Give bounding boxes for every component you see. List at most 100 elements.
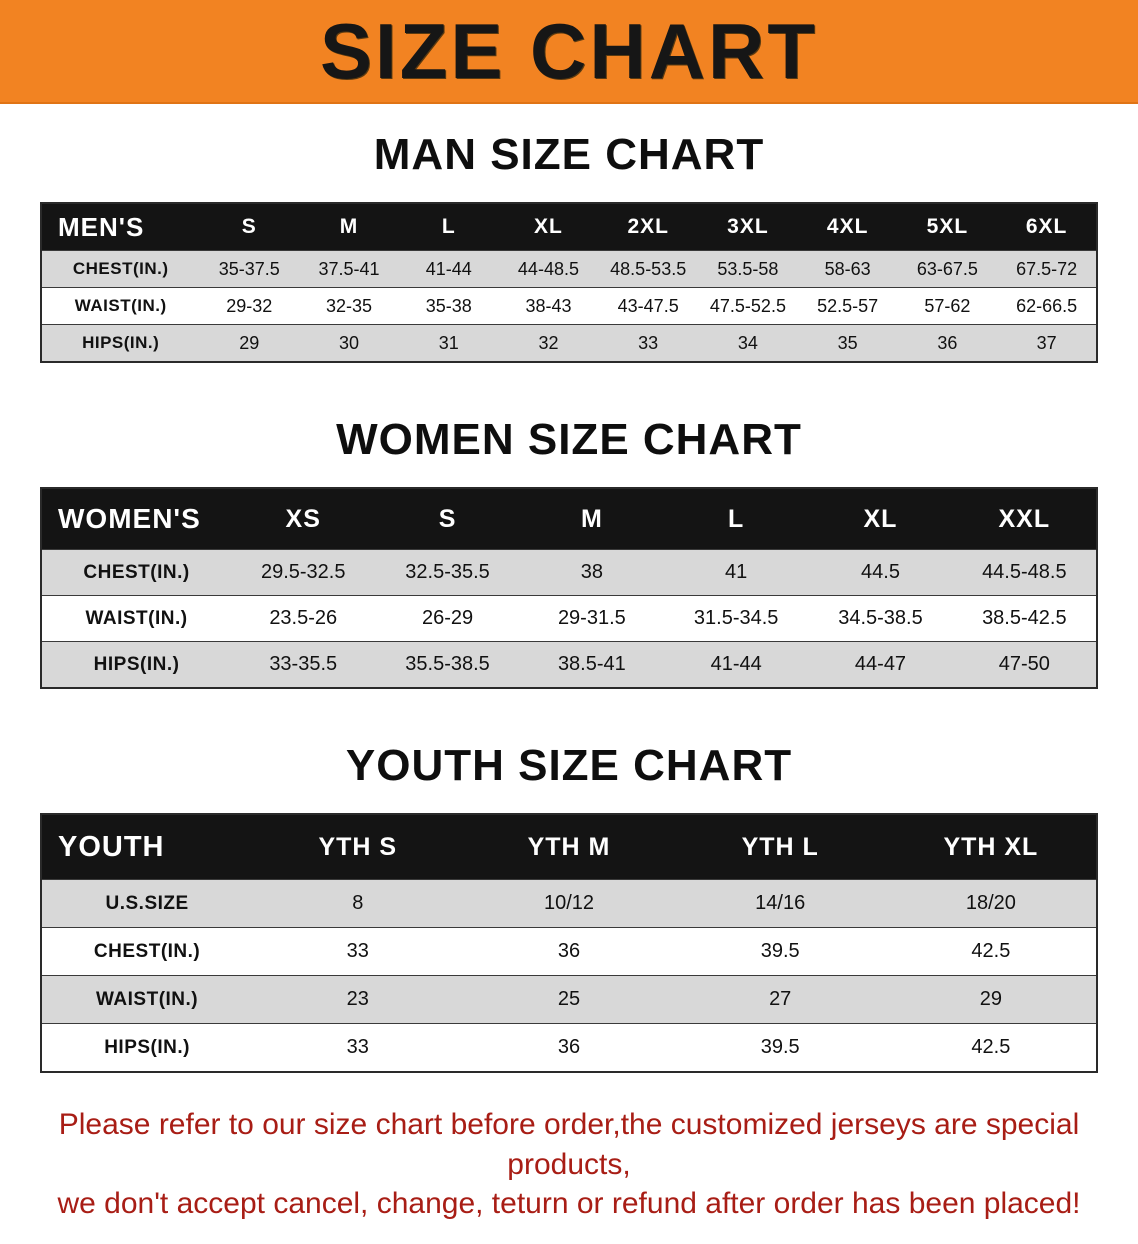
size-column-header: S xyxy=(199,203,300,251)
row-label: WAIST(IN.) xyxy=(41,975,253,1024)
table-title-cell: YOUTH xyxy=(41,814,253,880)
row-label: CHEST(IN.) xyxy=(41,250,200,288)
size-value-cell: 36 xyxy=(897,324,998,362)
table-row: CHEST(IN.) 33 36 39.5 42.5 xyxy=(41,927,1097,976)
banner: SIZE CHART xyxy=(0,0,1138,104)
table-title-cell: MEN'S xyxy=(41,203,200,251)
footer-note: Please refer to our size chart before or… xyxy=(10,1105,1128,1224)
table-row: U.S.SIZE 8 10/12 14/16 18/20 xyxy=(41,879,1097,928)
page-title: SIZE CHART xyxy=(320,6,818,95)
size-value-cell: 29-32 xyxy=(199,287,300,325)
size-value-cell: 8 xyxy=(252,879,464,928)
size-value-cell: 35 xyxy=(797,324,898,362)
size-value-cell: 63-67.5 xyxy=(897,250,998,288)
footer-note-line1: Please refer to our size chart before or… xyxy=(58,1108,1080,1181)
size-value-cell: 37 xyxy=(997,324,1097,362)
size-value-cell: 38.5-42.5 xyxy=(952,595,1097,642)
size-value-cell: 36 xyxy=(463,927,675,976)
size-column-header: L xyxy=(398,203,499,251)
size-column-header: S xyxy=(375,488,520,550)
size-value-cell: 18/20 xyxy=(885,879,1097,928)
size-value-cell: 27 xyxy=(674,975,886,1024)
table-row: WAIST(IN.) 29-32 32-35 35-38 38-43 43-47.5 47.… xyxy=(41,287,1097,325)
table-row: CHEST(IN.) 35-37.5 37.5-41 41-44 44-48.5 48.5… xyxy=(41,250,1097,288)
row-label: WAIST(IN.) xyxy=(41,287,200,325)
size-column-header: YTH M xyxy=(463,814,675,880)
youth-size-table: YOUTH YTH S YTH M YTH L YTH XL U.S.SIZE 8 10/12… xyxy=(40,813,1098,1073)
size-value-cell: 23 xyxy=(252,975,464,1024)
size-value-cell: 10/12 xyxy=(463,879,675,928)
size-value-cell: 42.5 xyxy=(885,927,1097,976)
size-value-cell: 25 xyxy=(463,975,675,1024)
size-value-cell: 30 xyxy=(299,324,399,362)
size-value-cell: 31 xyxy=(398,324,499,362)
size-value-cell: 57-62 xyxy=(897,287,998,325)
size-value-cell: 34 xyxy=(698,324,798,362)
size-column-header: L xyxy=(664,488,809,550)
size-value-cell: 38 xyxy=(519,549,665,596)
size-column-header: 3XL xyxy=(698,203,798,251)
size-value-cell: 33 xyxy=(598,324,699,362)
size-value-cell: 44-48.5 xyxy=(498,250,599,288)
size-value-cell: 41-44 xyxy=(664,641,809,688)
table-header-row: YOUTH YTH S YTH M YTH L YTH XL xyxy=(41,814,1097,880)
size-column-header: 2XL xyxy=(598,203,699,251)
size-value-cell: 35-38 xyxy=(398,287,499,325)
size-column-header: XL xyxy=(498,203,599,251)
youth-section-title: YOUTH SIZE CHART xyxy=(345,741,793,790)
table-header-row: WOMEN'S XS S M L XL XXL xyxy=(41,488,1097,550)
row-label: CHEST(IN.) xyxy=(41,549,232,596)
size-column-header: M xyxy=(299,203,399,251)
size-value-cell: 32.5-35.5 xyxy=(375,549,520,596)
size-value-cell: 44-47 xyxy=(808,641,953,688)
size-value-cell: 58-63 xyxy=(797,250,898,288)
men-section-title: MAN SIZE CHART xyxy=(373,130,765,179)
size-value-cell: 47.5-52.5 xyxy=(698,287,798,325)
size-value-cell: 41-44 xyxy=(398,250,499,288)
men-size-table: MEN'S S M L XL 2XL 3XL 4XL 5XL 6XL CHEST(IN.) 35-37… xyxy=(40,202,1098,363)
table-row: HIPS(IN.) 29 30 31 32 33 34 35 36 37 xyxy=(41,324,1097,362)
size-value-cell: 14/16 xyxy=(674,879,886,928)
size-value-cell: 38-43 xyxy=(498,287,599,325)
size-column-header: 4XL xyxy=(797,203,898,251)
size-value-cell: 33 xyxy=(252,927,464,976)
row-label: HIPS(IN.) xyxy=(41,324,200,362)
row-label: CHEST(IN.) xyxy=(41,927,253,976)
size-value-cell: 62-66.5 xyxy=(997,287,1097,325)
size-column-header: YTH XL xyxy=(885,814,1097,880)
size-value-cell: 36 xyxy=(463,1023,675,1072)
row-label: HIPS(IN.) xyxy=(41,1023,253,1072)
size-column-header: YTH L xyxy=(674,814,886,880)
size-value-cell: 38.5-41 xyxy=(519,641,665,688)
table-row: HIPS(IN.) 33 36 39.5 42.5 xyxy=(41,1023,1097,1072)
size-column-header: 6XL xyxy=(997,203,1097,251)
size-value-cell: 31.5-34.5 xyxy=(664,595,809,642)
row-label: HIPS(IN.) xyxy=(41,641,232,688)
size-value-cell: 37.5-41 xyxy=(299,250,399,288)
size-value-cell: 29.5-32.5 xyxy=(231,549,376,596)
size-column-header: XXL xyxy=(952,488,1097,550)
women-size-table: WOMEN'S XS S M L XL XXL CHEST(IN.) 29.5-32.5 32.5… xyxy=(40,487,1098,689)
size-value-cell: 48.5-53.5 xyxy=(598,250,699,288)
size-value-cell: 39.5 xyxy=(674,927,886,976)
table-row: WAIST(IN.) 23 25 27 29 xyxy=(41,975,1097,1024)
size-value-cell: 29 xyxy=(885,975,1097,1024)
size-value-cell: 33 xyxy=(252,1023,464,1072)
size-value-cell: 44.5 xyxy=(808,549,953,596)
row-label: U.S.SIZE xyxy=(41,879,253,928)
size-value-cell: 23.5-26 xyxy=(231,595,376,642)
size-value-cell: 26-29 xyxy=(375,595,520,642)
size-column-header: XL xyxy=(808,488,953,550)
women-section-title: WOMEN SIZE CHART xyxy=(336,415,802,464)
table-row: WAIST(IN.) 23.5-26 26-29 29-31.5 31.5-34.5 34… xyxy=(41,595,1097,642)
table-row: HIPS(IN.) 33-35.5 35.5-38.5 38.5-41 41-44 44-… xyxy=(41,641,1097,688)
size-value-cell: 29 xyxy=(199,324,300,362)
size-value-cell: 34.5-38.5 xyxy=(808,595,953,642)
size-column-header: XS xyxy=(231,488,376,550)
size-value-cell: 29-31.5 xyxy=(519,595,665,642)
size-value-cell: 47-50 xyxy=(952,641,1097,688)
size-column-header: M xyxy=(519,488,665,550)
size-value-cell: 41 xyxy=(664,549,809,596)
size-value-cell: 53.5-58 xyxy=(698,250,798,288)
table-title-cell: WOMEN'S xyxy=(41,488,232,550)
